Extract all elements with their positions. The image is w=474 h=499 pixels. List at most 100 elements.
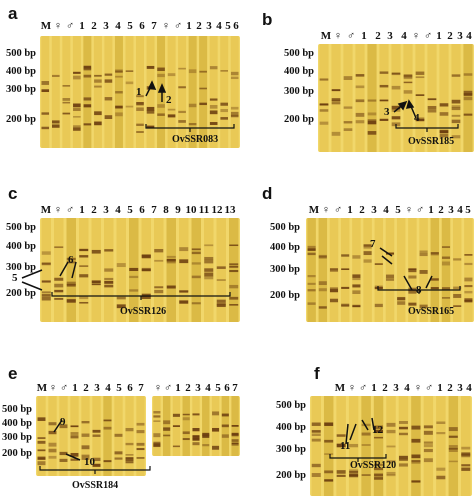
gel-band [329, 287, 339, 289]
gel-band [52, 124, 60, 128]
gel-band [439, 112, 449, 116]
panel-e: e M ♀ ♂ 1 2 3 4 5 6 7 ♀ ♂ 1 2 3 4 5 6 7 … [0, 340, 240, 499]
gel-band [307, 275, 316, 278]
gel-band [104, 249, 114, 252]
gel-band [427, 98, 437, 101]
lane-label: ♀ [53, 204, 63, 216]
gel-band [411, 454, 421, 459]
gel-lane [199, 36, 208, 148]
gel-lane [37, 396, 46, 476]
gel-band [59, 458, 68, 462]
gel-band [48, 442, 57, 447]
gel-band [367, 99, 377, 102]
lane-label: M [320, 30, 332, 42]
lane-label: 3 [393, 382, 399, 394]
lane-label: 3 [195, 382, 201, 394]
gel-band [146, 106, 155, 111]
gel-band [403, 74, 413, 77]
marker-label: 8 [416, 284, 422, 296]
gel-band [374, 263, 383, 265]
lane-label: 5 [465, 204, 471, 216]
lane-label: ♂ [163, 382, 173, 394]
gel-band [94, 85, 102, 88]
bp-label: 500 bp [269, 222, 300, 233]
gel-band [52, 120, 60, 124]
gel-band [355, 99, 365, 103]
gel-band [167, 114, 176, 118]
gel-band [54, 283, 64, 288]
gel-band [91, 249, 101, 254]
gel-band [441, 261, 451, 266]
gel-lane [379, 44, 389, 152]
gel-band [141, 267, 151, 272]
gel-band [163, 427, 171, 429]
gel-band [352, 305, 361, 308]
gel-band [70, 432, 79, 435]
gel-band [430, 252, 439, 255]
gel-band [212, 445, 220, 450]
gel-band [461, 464, 471, 467]
gel-image-f [310, 396, 472, 496]
bp-label: 500 bp [5, 222, 36, 233]
locus-name: OvSSR120 [350, 460, 397, 471]
gel-band [70, 452, 79, 457]
gel-band [430, 287, 439, 290]
gel-band [463, 90, 473, 95]
gel-band [41, 126, 50, 130]
gel-band [115, 69, 123, 72]
gel-band [379, 84, 389, 88]
gel-lane [191, 218, 201, 322]
gel-band [136, 95, 144, 98]
gel-band [157, 104, 165, 108]
gel-band [311, 430, 321, 433]
lane-label: 1 [347, 204, 353, 216]
gel-band [311, 463, 321, 468]
lane-label: 5 [215, 382, 221, 394]
gel-band [103, 419, 112, 422]
gel-band [37, 440, 46, 444]
gel-band [463, 93, 473, 96]
gel-band [441, 287, 451, 290]
gel-band [146, 86, 155, 90]
gel-band [363, 244, 372, 248]
locus-name: OvSSR083 [172, 134, 219, 145]
gel-band [37, 457, 46, 460]
gel-band [136, 422, 145, 426]
gel-band [62, 112, 71, 115]
gel-lane [391, 44, 401, 152]
gel-band [209, 122, 218, 125]
gel-band [343, 106, 353, 109]
lane-label: 5 [127, 204, 133, 216]
gel-band [209, 110, 218, 115]
gel-lane [220, 36, 229, 148]
gel-band [352, 277, 361, 281]
gel-band [52, 74, 60, 77]
gel-band [229, 284, 239, 289]
gel-lane [463, 44, 473, 152]
gel-lane [216, 218, 226, 322]
bp-label: 400 bp [275, 422, 306, 433]
gel-band [167, 108, 176, 111]
gel-lane [464, 218, 473, 322]
gel-band [104, 79, 113, 83]
gel-band [336, 434, 346, 437]
gel-band [411, 459, 421, 462]
lane-label: 4 [401, 30, 407, 42]
gel-band [153, 441, 161, 444]
gel-band [329, 288, 339, 293]
gel-band [311, 438, 321, 442]
gel-band [115, 75, 123, 78]
gel-band [104, 115, 113, 120]
gel-lane [162, 396, 171, 456]
lane-label: ♀ [347, 382, 357, 394]
gel-band [62, 85, 71, 87]
gel-band [231, 442, 239, 445]
gel-band [311, 433, 321, 437]
gel-band [199, 102, 207, 106]
gel-band [125, 459, 134, 462]
gel-band [374, 425, 384, 430]
lane-label: 1 [437, 382, 443, 394]
lane-label: ♀ [48, 382, 58, 394]
gel-image-e-right [152, 396, 240, 456]
gel-band [114, 433, 123, 437]
